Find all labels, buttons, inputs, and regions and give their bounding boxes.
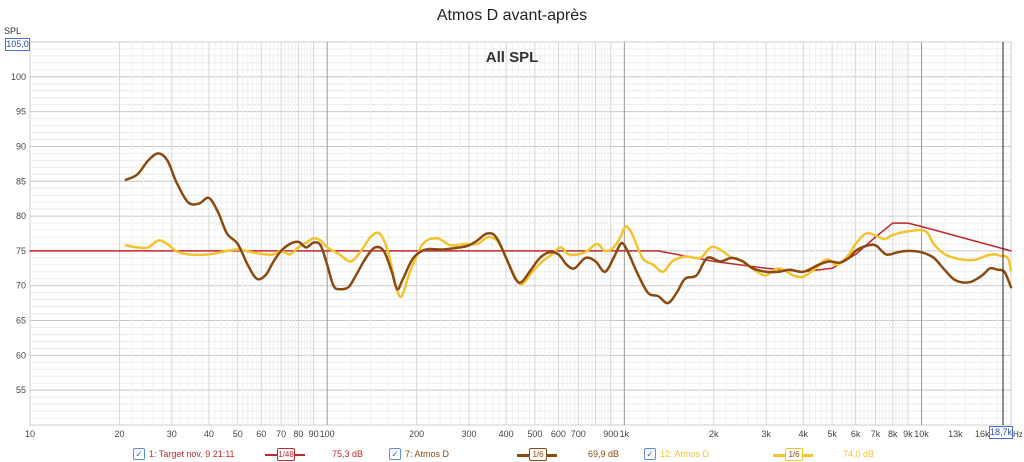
x-tick-label: 70 xyxy=(276,429,286,439)
legend-label-target: 1: Target nov. 9 21:11 xyxy=(149,449,235,459)
x-tick-label: 5k xyxy=(827,429,837,439)
x-tick-label: 3k xyxy=(761,429,771,439)
x-tick-label: 200 xyxy=(409,429,424,439)
x-tick-label: 9k xyxy=(903,429,913,439)
y-tick-label: 80 xyxy=(16,211,26,221)
x-tick-label: 700 xyxy=(571,429,586,439)
x-tick-label: 30 xyxy=(167,429,177,439)
x-tick-label: 16k xyxy=(975,429,990,439)
legend: ✓ 1: Target nov. 9 21:11 1/48 75,3 dB ✓ … xyxy=(0,446,1024,462)
y-top-readout[interactable]: 105,0 xyxy=(5,38,30,51)
legend-item-atmos-d-12[interactable]: ✓ 12: Atmos D xyxy=(644,446,709,462)
y-tick-label: 65 xyxy=(16,316,26,326)
plot-area xyxy=(29,41,1012,426)
legend-checkbox-target[interactable]: ✓ xyxy=(133,448,145,460)
legend-checkbox-atmos-d-7[interactable]: ✓ xyxy=(389,448,401,460)
x-tick-label: 2k xyxy=(709,429,719,439)
legend-label-atmos-d-7: 7: Atmos D xyxy=(405,449,450,459)
legend-label-atmos-d-12: 12: Atmos D xyxy=(660,449,710,459)
chart-title: Atmos D avant-après xyxy=(436,7,588,24)
legend-swatch-target[interactable]: 1/48 xyxy=(265,448,305,461)
smoothing-badge-target[interactable]: 1/48 xyxy=(277,448,295,461)
y-tick-label: 60 xyxy=(16,350,26,360)
legend-swatch-atmos-d-12[interactable]: 1/6 xyxy=(773,448,813,461)
x-tick-label: 100 xyxy=(320,429,335,439)
x-tick-label: 40 xyxy=(204,429,214,439)
x-tick-label: 1k xyxy=(620,429,630,439)
x-tick-label: 80 xyxy=(293,429,303,439)
x-tick-label: 10k xyxy=(914,429,929,439)
x-tick-label: 60 xyxy=(256,429,266,439)
legend-swatch-atmos-d-7[interactable]: 1/6 xyxy=(517,448,557,461)
y-tick-label: 55 xyxy=(16,385,26,395)
legend-item-atmos-d-7[interactable]: ✓ 7: Atmos D xyxy=(389,446,449,462)
legend-item-target[interactable]: ✓ 1: Target nov. 9 21:11 xyxy=(133,446,235,462)
x-tick-label: 7k xyxy=(871,429,881,439)
x-tick-label: 6k xyxy=(851,429,861,439)
x-cursor-readout[interactable]: 18,7k xyxy=(989,426,1013,439)
y-tick-labels: 55 60 65 70 75 80 85 90 95 100 xyxy=(11,72,26,395)
y-tick-label: 90 xyxy=(16,141,26,151)
y-tick-label: 75 xyxy=(16,246,26,256)
x-tick-label: 300 xyxy=(461,429,476,439)
smoothing-badge-atmos-d-7[interactable]: 1/6 xyxy=(529,448,547,461)
x-tick-labels: 10 20 30 40 50 60 70 80 90 100 200 300 400 500 600 700 9… xyxy=(25,429,990,439)
legend-level-atmos-d-12: 74,0 dB xyxy=(843,449,875,459)
x-tick-label: 600 xyxy=(551,429,566,439)
series-line-atmos-d-7[interactable] xyxy=(124,152,1013,305)
grid-lines xyxy=(30,42,1011,425)
x-tick-label: 13k xyxy=(948,429,963,439)
x-tick-label: 20 xyxy=(114,429,124,439)
y-tick-label: 100 xyxy=(11,72,26,82)
legend-level-target: 75,3 dB xyxy=(332,449,364,459)
x-tick-label: 8k xyxy=(888,429,898,439)
series-layer xyxy=(29,152,1013,305)
y-tick-label: 70 xyxy=(16,281,26,291)
legend-level-atmos-d-7: 69,9 dB xyxy=(588,449,620,459)
x-tick-label: 900 xyxy=(603,429,618,439)
x-tick-label: 400 xyxy=(499,429,514,439)
y-tick-label: 95 xyxy=(16,107,26,117)
x-tick-label: 90 xyxy=(309,429,319,439)
series-line-atmos-d-12[interactable] xyxy=(124,225,1013,298)
x-tick-label: 10 xyxy=(25,429,35,439)
y-axis-label: SPL xyxy=(4,26,21,36)
smoothing-badge-atmos-d-12[interactable]: 1/6 xyxy=(785,448,803,461)
x-axis-unit: Hz xyxy=(1013,430,1023,439)
legend-checkbox-atmos-d-12[interactable]: ✓ xyxy=(644,448,656,460)
x-tick-label: 4k xyxy=(799,429,809,439)
x-tick-label: 50 xyxy=(233,429,243,439)
chart-subtitle: All SPL xyxy=(486,49,539,66)
x-tick-label: 500 xyxy=(527,429,542,439)
y-tick-label: 85 xyxy=(16,176,26,186)
